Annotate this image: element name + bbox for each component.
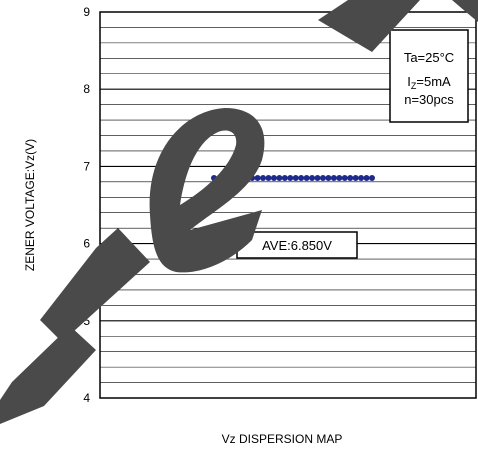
data-point: [336, 174, 343, 181]
watermark-stroke-lower: [0, 326, 96, 424]
data-point: [270, 174, 277, 181]
watermark-letter-e: [149, 108, 265, 273]
data-point: [292, 174, 299, 181]
watermark-stroke-middle: [40, 228, 150, 342]
y-tick-label: 7: [83, 159, 90, 173]
data-point: [309, 174, 316, 181]
y-axis-label: ZENER VOLTAGE:Vz(V): [23, 139, 37, 271]
data-point: [347, 174, 354, 181]
y-tick-label: 4: [83, 391, 90, 405]
data-point: [298, 174, 305, 181]
data-point: [303, 174, 310, 181]
data-point: [352, 174, 359, 181]
plot-border: [99, 11, 477, 399]
data-point: [265, 174, 272, 181]
data-point: [260, 174, 267, 181]
y-tick-label: 6: [83, 237, 90, 251]
data-point: [325, 174, 332, 181]
data-point: [281, 174, 288, 181]
watermark-stroke-upper: [318, 0, 420, 52]
data-point: [330, 174, 337, 181]
data-point: [341, 174, 348, 181]
watermark-stroke-corner: [452, 0, 478, 22]
conditions-box: Ta=25°C IZ=5mA n=30pcs: [389, 29, 469, 123]
y-tick-label: 9: [83, 5, 90, 19]
data-point: [319, 174, 326, 181]
y-tick-label: 8: [83, 82, 90, 96]
data-point: [287, 174, 294, 181]
data-point: [363, 174, 370, 181]
data-point: [276, 174, 283, 181]
y-tick-labels: 9 8 7 6 5 4: [83, 5, 90, 405]
average-box: AVE:6.850V: [236, 231, 358, 259]
current-subscript: Z: [411, 81, 417, 91]
condition-sample-count: n=30pcs: [404, 92, 454, 107]
condition-current: IZ=5mA: [407, 74, 451, 91]
current-symbol: I: [407, 74, 411, 89]
watermark-logo: [0, 0, 478, 424]
data-point: [358, 174, 365, 181]
condition-temperature: Ta=25°C: [404, 50, 454, 65]
chart-title: Vz DISPERSION MAP: [222, 432, 343, 446]
data-point: [369, 174, 375, 181]
current-value: =5mA: [416, 74, 451, 89]
y-tick-label: 5: [83, 314, 90, 328]
average-label: AVE:6.850V: [262, 238, 332, 253]
data-point: [254, 174, 261, 181]
data-point: [314, 174, 321, 181]
